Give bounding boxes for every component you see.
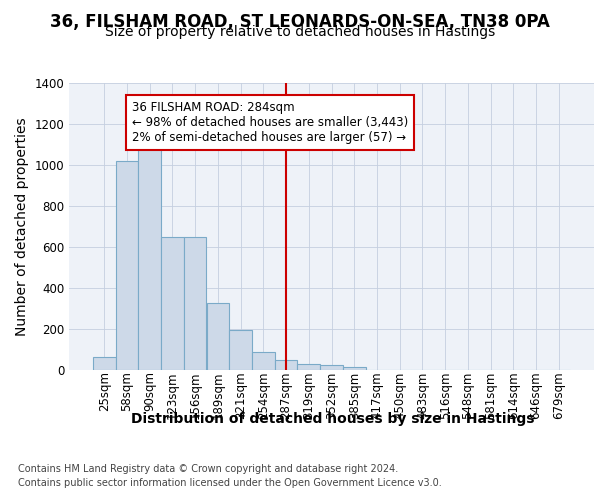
Bar [320, 365, 343, 370]
Bar [116, 160, 139, 370]
Bar [184, 236, 206, 370]
Bar [93, 356, 116, 370]
Bar [206, 304, 229, 370]
Bar [275, 360, 298, 370]
Bar [161, 236, 184, 370]
Text: Size of property relative to detached houses in Hastings: Size of property relative to detached ho… [105, 25, 495, 39]
Bar [298, 364, 320, 370]
Bar [139, 144, 161, 370]
Text: 36, FILSHAM ROAD, ST LEONARDS-ON-SEA, TN38 0PA: 36, FILSHAM ROAD, ST LEONARDS-ON-SEA, TN… [50, 12, 550, 30]
Bar [229, 330, 252, 370]
Y-axis label: Number of detached properties: Number of detached properties [15, 117, 29, 336]
Text: Contains public sector information licensed under the Open Government Licence v3: Contains public sector information licen… [18, 478, 442, 488]
Text: 36 FILSHAM ROAD: 284sqm
← 98% of detached houses are smaller (3,443)
2% of semi-: 36 FILSHAM ROAD: 284sqm ← 98% of detache… [131, 101, 408, 144]
Bar [252, 352, 275, 370]
Bar [343, 367, 365, 370]
Text: Contains HM Land Registry data © Crown copyright and database right 2024.: Contains HM Land Registry data © Crown c… [18, 464, 398, 474]
Text: Distribution of detached houses by size in Hastings: Distribution of detached houses by size … [131, 412, 535, 426]
